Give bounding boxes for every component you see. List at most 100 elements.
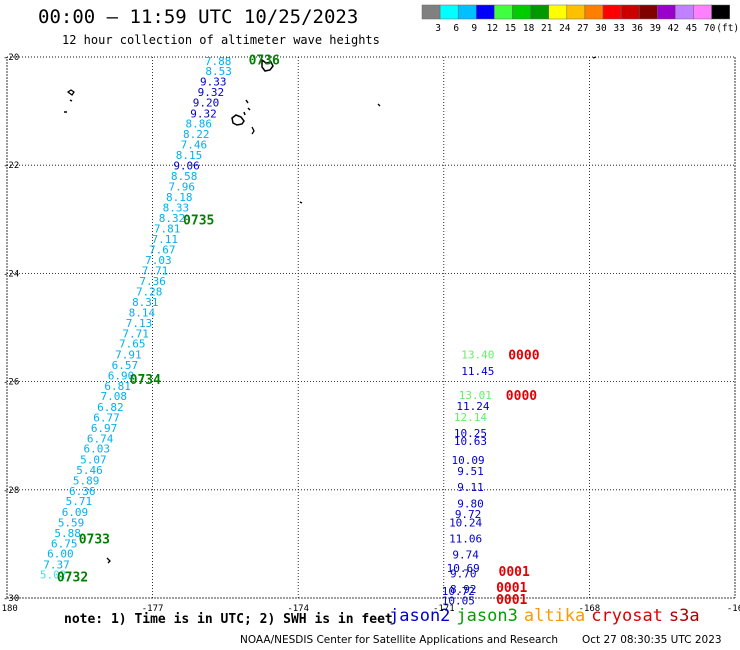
legend-label: 6 (453, 23, 459, 34)
wave-height-value: 7.88 (205, 55, 232, 68)
wave-height-value: 6.00 (47, 548, 74, 561)
lat-tick-label: -20 (3, 53, 19, 63)
wave-height-value: 7.71 (142, 265, 169, 278)
wave-height-value: 10.69 (447, 562, 480, 575)
lat-lon-grid (6, 56, 736, 599)
legend-label: 42 (668, 23, 679, 34)
satellite-name: cryosat (591, 606, 663, 626)
wave-height-value: 9.74 (452, 549, 479, 562)
legend-label: 70 (704, 23, 716, 34)
island-tongatapu (231, 114, 245, 126)
wave-height-value: 8.15 (176, 149, 203, 162)
pass-time-label: 0736 (249, 54, 280, 69)
wave-height-value: 10.25 (454, 427, 487, 440)
map-title: 00:00 — 11:59 UTC 10/25/2023 (38, 6, 359, 28)
wave-height-value: 5.89 (73, 475, 100, 488)
lon-tick-label: -168 (579, 604, 601, 614)
generation-timestamp: Oct 27 08:30:35 UTC 2023 (582, 634, 722, 646)
wave-height-value: 10.72 (442, 585, 475, 598)
wave-height-value: 9.20 (193, 96, 220, 109)
lat-tick-label: -24 (3, 269, 19, 279)
legend-label: 21 (541, 23, 553, 34)
wave-height-value: 5.88 (54, 527, 81, 540)
legend-label: 15 (505, 23, 516, 34)
wave-height-value: 9.11 (457, 481, 484, 494)
wave-height-value: 13.40 (461, 349, 494, 362)
wave-height-value: 10.24 (449, 516, 482, 529)
lon-tick-label: -171 (433, 604, 455, 614)
wave-height-value: 5.71 (66, 495, 93, 508)
wave-height-value: 7.03 (145, 254, 172, 267)
wave-height-value: 7.91 (115, 349, 142, 362)
wave-height-value: 7.67 (149, 244, 176, 257)
legend-label: 24 (559, 23, 571, 34)
wave-height-value: 6.82 (97, 401, 124, 414)
legend-label: 9 (471, 23, 477, 34)
satellite-name: jason3 (456, 606, 518, 626)
island-small-6 (592, 56, 597, 59)
wave-height-value: 7.46 (181, 139, 208, 152)
pass-time-label: 0733 (79, 532, 110, 547)
wave-height-value: 6.74 (87, 432, 114, 445)
wave-height-value: 9.06 (173, 160, 200, 173)
wave-height-value: 6.57 (112, 359, 139, 372)
axis-labels: -180 -177 -174 -171 -168 -16 -20 -22 -24 -26 -28 -3… (0, 53, 740, 614)
wave-height-value: 7.13 (126, 317, 153, 330)
wave-height-value: 8.86 (185, 118, 212, 131)
pass-time-label: 0000 (508, 349, 539, 364)
wave-height-value: 8.18 (166, 191, 193, 204)
wave-height-value: 10.63 (454, 435, 487, 448)
wave-height-value: 7.65 (119, 338, 146, 351)
island-haapai (243, 99, 251, 116)
wave-height-value: 7.08 (101, 390, 128, 403)
lat-tick-label: -30 (3, 594, 19, 604)
lat-tick-label: -26 (3, 378, 19, 388)
wave-height-value: 8.92 (450, 583, 477, 596)
wave-height-value: 5.02 (40, 569, 67, 582)
wave-height-value: 6.03 (84, 443, 111, 456)
lat-tick-label: -22 (3, 161, 19, 171)
wave-height-value: 9.51 (457, 465, 484, 478)
island-small-4 (299, 201, 303, 204)
color-scale-legend: 3 6 9 12 15 18 21 24 27 30 33 36 39 42 45 70 (ft) (421, 4, 739, 34)
satellite-name: altika (523, 606, 586, 626)
pass-time-label: 0001 (499, 565, 530, 580)
wave-height-value: 8.32 (159, 212, 186, 225)
lon-tick-label: -180 (0, 604, 18, 614)
satellite-name: jason2 (389, 606, 451, 626)
legend-label: (ft) (716, 23, 739, 34)
pass-time-label: 0735 (183, 213, 214, 228)
wave-height-value: 8.14 (129, 306, 156, 319)
satellite-legend: jason2 jason3 altika cryosat s3a (389, 606, 706, 626)
wave-height-value: 8.33 (163, 201, 190, 214)
island-vavau (261, 58, 274, 72)
wave-height-value: 7.96 (168, 180, 195, 193)
legend-label: 33 (613, 23, 624, 34)
map-frame (6, 56, 736, 599)
island-ata (66, 89, 75, 96)
track-west: 7.888.539.339.329.209.328.868.227.468.15… (40, 55, 232, 582)
wave-height-value: 9.70 (450, 568, 477, 581)
pass-time-label: 0000 (506, 389, 537, 404)
wave-height-value: 10.09 (452, 454, 485, 467)
lon-tick-label: -177 (142, 604, 164, 614)
wave-height-value: 11.45 (461, 365, 494, 378)
wave-height-value: 9.72 (455, 508, 482, 521)
wave-height-value: 6.75 (51, 537, 78, 550)
wave-height-value: 5.59 (58, 516, 85, 529)
wave-height-value: 11.24 (456, 400, 489, 413)
wave-height-value: 10.05 (442, 595, 475, 608)
satellite-name: s3a (668, 606, 700, 626)
pass-time-label: 0732 (57, 570, 88, 585)
legend-label: 45 (686, 23, 697, 34)
credit-line: NOAA/NESDIS Center for Satellite Applica… (240, 634, 558, 646)
legend-swatch (711, 4, 730, 20)
legend-label: 27 (577, 23, 588, 34)
wave-height-value: 7.71 (122, 327, 149, 340)
wave-height-value: 8.22 (183, 128, 210, 141)
lat-tick-label: -28 (3, 486, 19, 496)
wave-height-value: 7.81 (154, 222, 181, 235)
wave-height-value: 6.81 (104, 380, 131, 393)
wave-height-value: 7.11 (151, 233, 178, 246)
